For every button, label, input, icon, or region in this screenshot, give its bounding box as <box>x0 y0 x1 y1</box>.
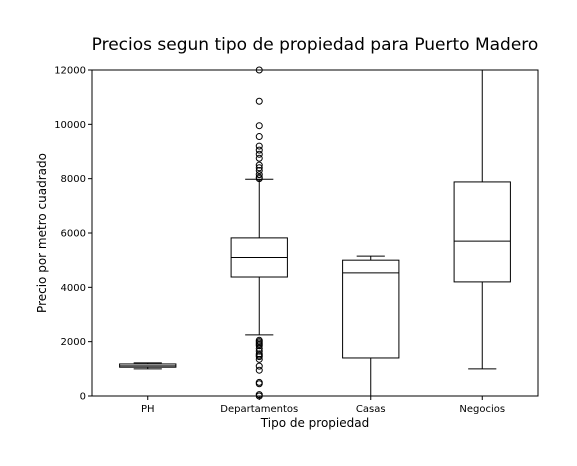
outlier-point <box>255 164 263 172</box>
y-axis: 0 2000 4000 6000 8000 10000 12000 <box>54 66 92 403</box>
box-negocios <box>453 69 511 370</box>
iqr-box <box>342 259 400 359</box>
x-tick-label: Departamentos <box>220 404 298 415</box>
y-axis-label: Precio por metro cuadrado <box>35 153 49 313</box>
outlier-point <box>255 150 263 158</box>
y-tick-label: 12000 <box>54 66 86 77</box>
y-tick-label: 2000 <box>61 337 86 348</box>
outlier-point <box>255 362 263 370</box>
y-tick-label: 10000 <box>54 120 86 131</box>
outlier-point <box>255 161 263 169</box>
outlier-point <box>255 391 263 399</box>
chart-title: Precios segun tipo de propiedad para Pue… <box>92 35 539 55</box>
box-ph <box>119 362 177 370</box>
outlier-point <box>255 154 263 162</box>
outlier-point <box>255 142 263 150</box>
outlier-point <box>255 122 263 130</box>
plot-frame <box>91 69 539 397</box>
x-tick-label: PH <box>141 404 155 415</box>
y-tick-label: 6000 <box>61 229 86 240</box>
outlier-point <box>255 133 263 141</box>
outlier-point <box>255 173 263 181</box>
box-departamentos <box>230 66 288 400</box>
x-tick-label: Negocios <box>459 404 505 415</box>
outlier-point <box>255 378 263 386</box>
y-tick-label: 0 <box>80 392 86 403</box>
outlier-point <box>255 366 263 374</box>
outlier-point <box>255 350 263 358</box>
x-tick-label: Casas <box>356 404 386 415</box>
y-tick-label: 8000 <box>61 174 86 185</box>
outlier-point <box>255 167 263 175</box>
outlier-point <box>255 97 263 105</box>
outlier-point <box>255 355 263 363</box>
outlier-point <box>255 344 263 352</box>
iqr-box <box>453 181 511 283</box>
outlier-point <box>255 336 263 344</box>
outlier-point <box>255 146 263 154</box>
box-casas <box>342 255 400 397</box>
boxes-layer <box>119 66 511 400</box>
x-axis-label: Tipo de propiedad <box>260 416 369 430</box>
x-axis: PH Departamentos Casas Negocios <box>141 396 505 415</box>
outlier-point <box>255 347 263 355</box>
y-tick-label: 4000 <box>61 283 86 294</box>
outlier-point <box>255 171 263 179</box>
